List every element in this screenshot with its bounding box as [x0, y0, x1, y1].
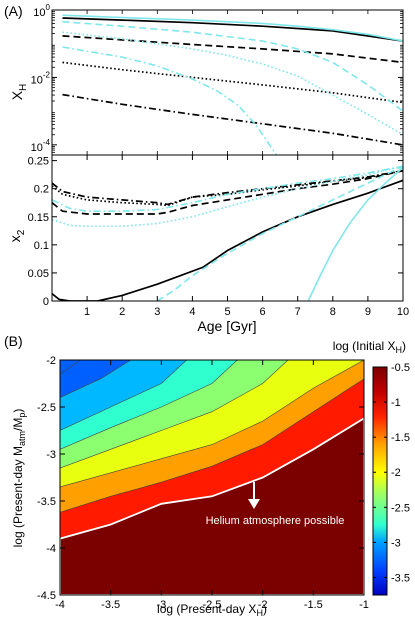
x-tick-label: 3: [154, 306, 160, 318]
colorbar-tick-label: -1: [391, 397, 401, 409]
panel-label-b: (B): [4, 333, 23, 349]
x-tick-label: 2: [119, 306, 125, 318]
panel-label-a: (A): [4, 3, 23, 19]
series-line-black-solid: [62, 17, 403, 42]
x-tick-label: -2: [258, 599, 268, 611]
colorbar-tick-label: -2.5: [391, 502, 410, 514]
y-tick-label: -2: [46, 355, 56, 367]
y-tick-label: 0.2: [34, 184, 49, 196]
y-tick-label: 0.1: [34, 240, 49, 252]
y-label-xh: XH: [9, 84, 29, 101]
colorbar-tick-label: -0.5: [391, 362, 410, 374]
plot-xh: 10-4 10-2 100: [31, 3, 404, 156]
y-tick-label: 0: [43, 296, 49, 308]
y-tick-label: 10-2: [31, 70, 51, 86]
y-tick-label: 0.05: [28, 268, 49, 280]
annotation-helium: Helium atmosphere possible: [206, 515, 345, 527]
y-tick-label: -4: [46, 543, 56, 555]
colorbar-tick-label: -2: [391, 467, 401, 479]
y-tick-label: -4.5: [37, 590, 56, 602]
x-tick-label: 6: [260, 306, 266, 318]
series-line-black-dotted: [62, 61, 403, 104]
colorbar-tick-label: -3: [391, 537, 401, 549]
x-tick-label: 1: [84, 306, 90, 318]
y-tick-label: -2.5: [37, 402, 56, 414]
series-line-cyan-solid: [307, 166, 403, 301]
colorbar-tick-label: -3.5: [391, 572, 410, 584]
x-tick-label: 8: [330, 306, 336, 318]
x-axis-label-xh: log (Present-day XH): [157, 602, 267, 618]
series-line-black-dotted: [52, 169, 403, 207]
series-line-cyan-dashdot: [62, 46, 278, 155]
x-tick-label: -2.5: [203, 599, 222, 611]
x-tick-label: -3: [156, 599, 166, 611]
series-line-cyan-dashed: [62, 20, 403, 112]
y-tick-label: 0.15: [28, 212, 49, 224]
series-line-black-dashed: [62, 35, 403, 64]
series-line-cyan-dotted: [52, 165, 403, 228]
down-arrow-icon: [248, 482, 260, 509]
x-tick-label: 4: [189, 306, 195, 318]
x-tick-label: -1.5: [304, 599, 323, 611]
colorbar-title: log (Initial XH): [333, 339, 406, 355]
colorbar: -0.5 -1 -1.5 -2 -2.5 -3 -3.5: [372, 362, 410, 596]
series-line-black-dashed: [52, 169, 403, 215]
x-tick-label: -3.5: [101, 599, 120, 611]
y-tick-label: 10-4: [31, 138, 51, 154]
contour-band-maroon: [60, 417, 364, 595]
x-tick-label: 10: [397, 306, 409, 318]
y-tick-label: 100: [33, 3, 50, 19]
series-line-cyan-dashed: [156, 165, 403, 301]
x-tick-label: 7: [295, 306, 301, 318]
contour-plot: -4 -3.5 -3 -2.5 -2 -1.5 -1-4.5-4-3.5-3-2.5-2: [37, 355, 369, 611]
y-tick-label: -3.5: [37, 496, 56, 508]
colorbar-tick-label: -1.5: [391, 432, 410, 444]
y-label-x2: x2: [7, 229, 27, 242]
series-line-black-dashdot: [62, 93, 403, 146]
series-line-cyan-solid: [62, 14, 403, 42]
x-tick-label: 5: [224, 306, 230, 318]
series-line-cyan-dashdot: [52, 165, 403, 212]
plot-x2: 0 0.05 0.1 0.15 0.2 0.25 1 2 3 4 5 6 7 8 9 10: [28, 154, 409, 318]
y-axis-label-matm: log (Present-day Matm/Mp): [11, 409, 27, 548]
y-tick-label: -3: [46, 449, 56, 461]
x-tick-label: -1: [359, 599, 369, 611]
x-axis-label-age: Age [Gyr]: [197, 318, 256, 334]
y-tick-label: 0.25: [28, 156, 49, 168]
series-line-black-solid: [52, 179, 403, 301]
x-tick-label: 9: [365, 306, 371, 318]
x-tick-label: -4: [55, 599, 65, 611]
